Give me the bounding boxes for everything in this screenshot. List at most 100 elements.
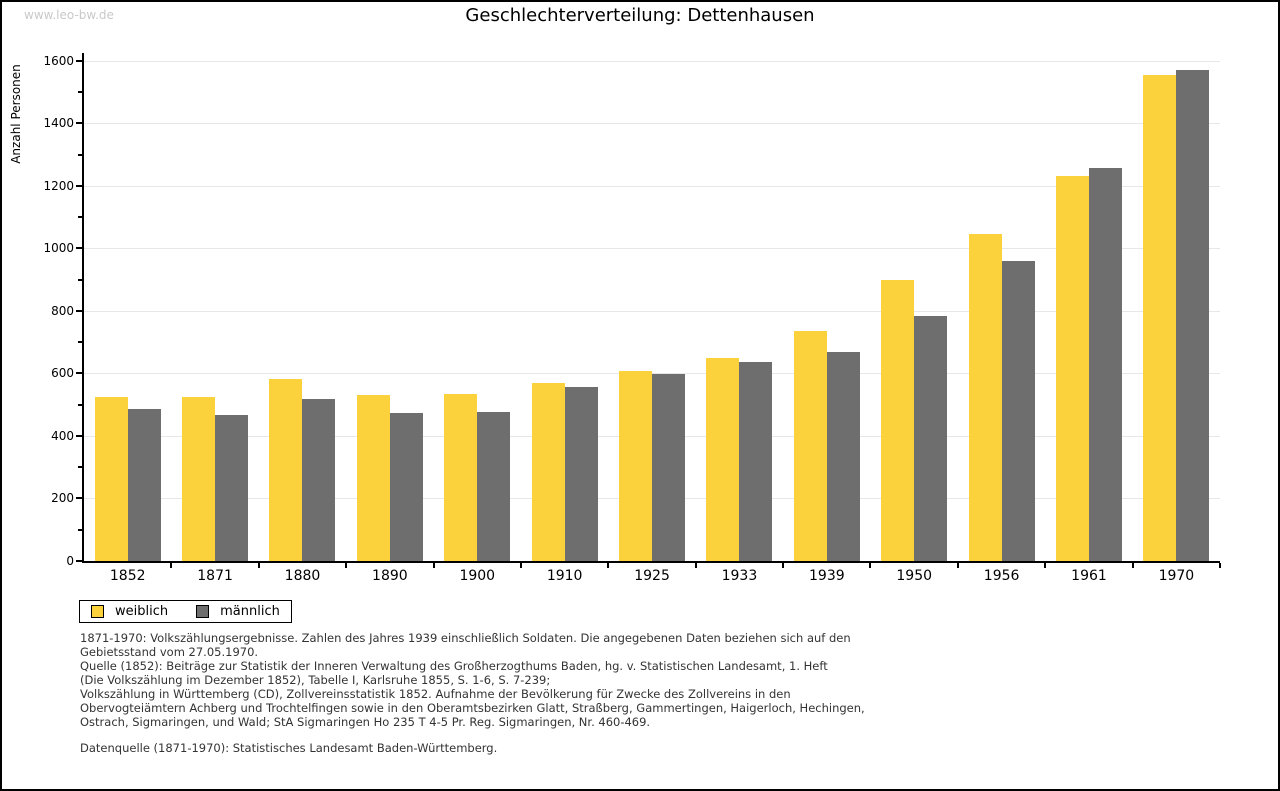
- x-tick-6: [607, 563, 609, 568]
- y-tick-1200: [76, 185, 82, 187]
- bar-maennlich-1970: [1176, 70, 1210, 561]
- bar-weiblich-1910: [531, 383, 565, 561]
- bar-weiblich-1950: [881, 280, 915, 561]
- bar-maennlich-1871: [215, 415, 249, 561]
- y-tick-1000: [76, 247, 82, 249]
- y-tick-1500: [78, 91, 82, 93]
- y-tick-label-1200: 1200: [43, 179, 74, 193]
- bar-group-1925: [608, 371, 695, 561]
- gridline-800: [84, 311, 1220, 312]
- y-axis-line-extension: [82, 53, 84, 61]
- footnote-line-5: Volkszählung in Württemberg (CD), Zollve…: [80, 687, 791, 701]
- x-label-1961: 1961: [1071, 568, 1107, 584]
- y-tick-label-1000: 1000: [43, 241, 74, 255]
- chart-title: Geschlechterverteilung: Dettenhausen: [465, 5, 815, 26]
- bar-group-1939: [783, 331, 870, 561]
- bar-group-1956: [958, 234, 1045, 561]
- x-label-1933: 1933: [721, 568, 758, 584]
- x-axis-labels: 1852 1871 1880 1890 1900 1910 1925 1933 1939 1950…: [84, 561, 1220, 584]
- y-axis-label: Anzahl Personen: [9, 64, 23, 164]
- x-label-1890: 1890: [372, 568, 408, 584]
- bar-maennlich-1925: [652, 374, 686, 561]
- bar-group-1871: [171, 397, 258, 561]
- bar-maennlich-1939: [826, 352, 860, 561]
- y-tick-300: [78, 466, 82, 468]
- legend-swatch-maennlich-icon: [196, 605, 210, 618]
- x-tick-5: [520, 563, 522, 568]
- bar-weiblich-1970: [1143, 75, 1177, 561]
- x-tick-1: [170, 563, 172, 568]
- x-tick-4: [433, 563, 435, 568]
- bar-weiblich-1961: [1055, 176, 1089, 561]
- x-tick-8: [782, 563, 784, 568]
- y-tick-1600: [76, 60, 82, 62]
- x-tick-9: [869, 563, 871, 568]
- bar-maennlich-1910: [564, 387, 598, 561]
- gridline-1000: [84, 248, 1220, 249]
- gridline-1200: [84, 186, 1220, 187]
- x-tick-12: [1132, 563, 1134, 568]
- bar-group-1852: [84, 397, 171, 561]
- x-label-1956: 1956: [983, 568, 1020, 584]
- bar-weiblich-1852: [94, 397, 128, 561]
- y-tick-700: [78, 341, 82, 343]
- x-label-1910: 1910: [546, 568, 583, 584]
- bar-maennlich-1880: [302, 399, 336, 561]
- x-tick-7: [695, 563, 697, 568]
- bar-weiblich-1890: [356, 395, 390, 561]
- y-tick-0: [76, 560, 82, 562]
- x-tick-13: [1219, 563, 1221, 568]
- footnote-line-6: Obervogteiämtern Achberg und Trochtelfin…: [80, 701, 865, 715]
- bar-maennlich-1933: [739, 362, 773, 561]
- bar-group-1890: [346, 395, 433, 561]
- y-tick-label-800: 800: [51, 304, 74, 318]
- legend-label-maennlich: männlich: [220, 604, 280, 619]
- footnote-line-3: Quelle (1852): Beiträge zur Statistik de…: [80, 659, 828, 673]
- bar-weiblich-1871: [182, 397, 216, 561]
- bar-weiblich-1933: [706, 358, 740, 561]
- legend: weiblich männlich: [79, 600, 292, 623]
- bar-group-1900: [434, 394, 521, 561]
- x-tick-3: [345, 563, 347, 568]
- x-label-1925: 1925: [634, 568, 670, 584]
- y-tick-1400: [76, 122, 82, 124]
- x-label-1970: 1970: [1158, 568, 1195, 584]
- y-tick-label-600: 600: [51, 366, 74, 380]
- y-tick-900: [78, 279, 82, 281]
- bar-group-1910: [521, 383, 608, 561]
- gridline-1400: [84, 123, 1220, 124]
- bar-maennlich-1900: [477, 412, 511, 561]
- y-tick-600: [76, 372, 82, 374]
- y-tick-400: [76, 435, 82, 437]
- bar-maennlich-1890: [389, 413, 423, 561]
- bar-weiblich-1939: [793, 331, 827, 561]
- watermark: www.leo-bw.de: [24, 8, 114, 22]
- footnote-line-4: (Die Volkszählung im Dezember 1852), Tab…: [80, 673, 551, 687]
- x-label-1939: 1939: [809, 568, 845, 584]
- bar-group-1970: [1133, 70, 1220, 561]
- bars: [84, 61, 1220, 561]
- bar-group-1880: [259, 379, 346, 561]
- x-label-1871: 1871: [197, 568, 233, 584]
- bar-group-1933: [696, 358, 783, 561]
- x-tick-2: [258, 563, 260, 568]
- bar-group-1950: [871, 280, 958, 561]
- bar-weiblich-1900: [444, 394, 478, 561]
- x-tick-11: [1044, 563, 1046, 568]
- datasource-note: Datenquelle (1871-1970): Statistisches L…: [80, 741, 498, 755]
- y-tick-100: [78, 529, 82, 531]
- y-tick-1300: [78, 154, 82, 156]
- footnotes: 1871-1970: Volkszählungsergebnisse. Zahl…: [80, 631, 865, 729]
- legend-swatch-weiblich-icon: [91, 605, 104, 618]
- y-tick-label-1600: 1600: [43, 54, 74, 68]
- y-tick-label-0: 0: [66, 554, 74, 568]
- bar-weiblich-1956: [968, 234, 1002, 561]
- y-tick-1100: [78, 216, 82, 218]
- plot-area: 0 200 400 600 800 1000 1200 1400 1600 1852 1871 188…: [43, 53, 1221, 584]
- gridline-1600: [84, 61, 1220, 62]
- y-tick-label-400: 400: [51, 429, 74, 443]
- bar-maennlich-1852: [127, 409, 161, 561]
- x-tick-10: [957, 563, 959, 568]
- y-tick-label-200: 200: [51, 491, 74, 505]
